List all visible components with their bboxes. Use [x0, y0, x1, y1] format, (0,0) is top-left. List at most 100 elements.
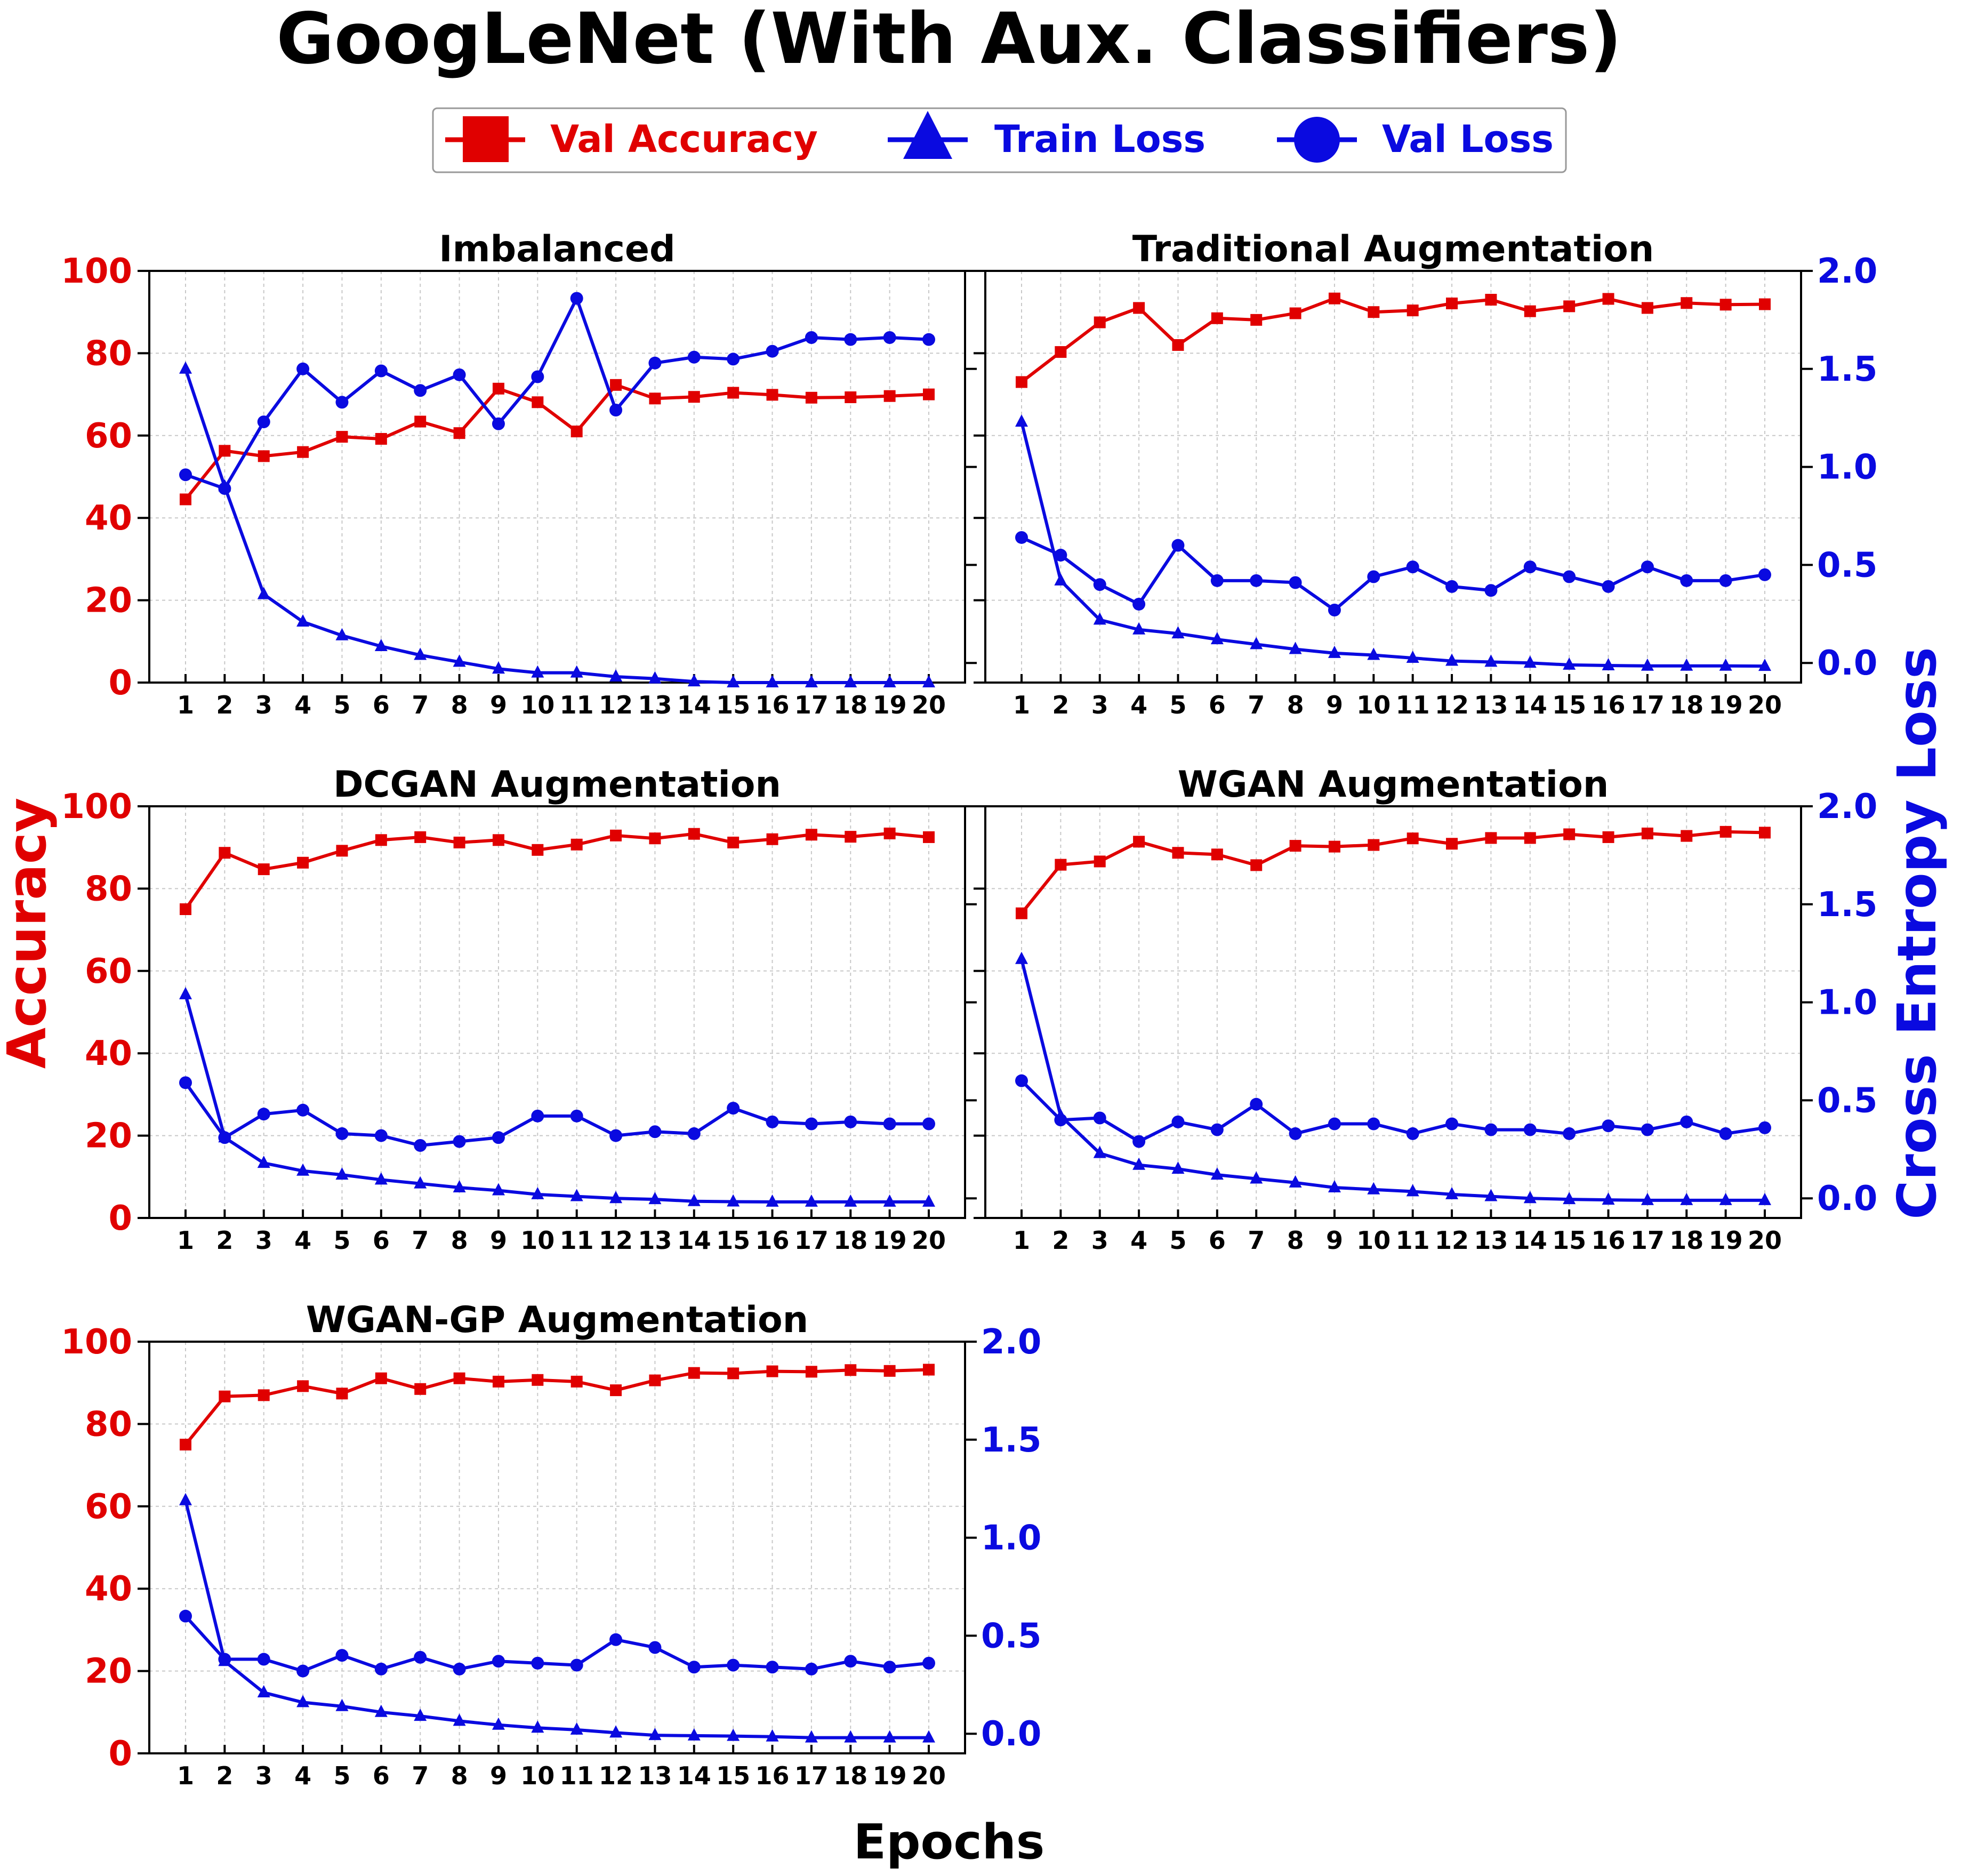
point-val-loss — [883, 1117, 896, 1131]
y-tick-label-right: 2.0 — [1817, 787, 1877, 827]
point-val-loss — [570, 292, 583, 305]
point-val-loss — [257, 1653, 270, 1666]
point-train-loss — [1171, 626, 1185, 639]
series-line-train-loss — [184, 368, 929, 684]
y-tick-label-right: 1.5 — [1817, 350, 1877, 389]
point-train-loss — [1015, 951, 1028, 964]
point-train-loss — [1680, 1192, 1693, 1205]
point-val-loss — [1602, 580, 1615, 593]
x-tick-label: 4 — [1130, 691, 1147, 719]
point-val-loss — [648, 1641, 662, 1654]
x-tick-label: 15 — [1552, 691, 1586, 719]
point-val-loss — [374, 1662, 388, 1675]
point-val-loss — [805, 1662, 818, 1675]
x-tick-label: 13 — [1474, 1226, 1508, 1255]
series-line-train-loss — [184, 1500, 929, 1739]
x-tick-label: 7 — [412, 691, 429, 719]
x-tick-label: 2 — [216, 1226, 233, 1255]
point-val-loss — [179, 468, 192, 482]
point-train-loss — [531, 665, 544, 678]
point-train-loss — [335, 1698, 349, 1711]
x-tick-label: 18 — [833, 1226, 867, 1255]
point-val-accuracy — [923, 388, 935, 400]
point-val-accuracy — [1016, 907, 1027, 919]
point-train-loss — [1602, 1192, 1615, 1205]
point-train-loss — [1406, 651, 1419, 663]
point-val-accuracy — [492, 834, 504, 846]
point-val-accuracy — [453, 1372, 465, 1384]
point-val-accuracy — [883, 1365, 896, 1377]
point-val-accuracy — [1289, 307, 1301, 319]
point-train-loss — [648, 671, 662, 684]
x-tick-label: 4 — [294, 691, 311, 719]
point-val-loss — [179, 1076, 192, 1089]
point-val-accuracy — [727, 836, 740, 848]
x-tick-label: 8 — [1287, 1226, 1304, 1255]
point-val-loss — [1484, 584, 1498, 597]
point-train-loss — [1484, 1189, 1498, 1201]
point-val-loss — [531, 370, 544, 383]
point-val-loss — [414, 384, 427, 397]
y-tick-label-right: 1.5 — [981, 1421, 1041, 1460]
x-tick-label: 10 — [520, 1226, 554, 1255]
x-tick-label: 15 — [716, 1761, 750, 1790]
legend-triangle-marker — [903, 111, 952, 159]
chart-title: GoogLeNet (With Aux. Classifiers) — [276, 0, 1621, 80]
x-tick-label: 17 — [794, 691, 829, 719]
point-val-loss — [374, 364, 388, 378]
point-val-accuracy — [1133, 836, 1145, 848]
y-tick-label-left: 40 — [85, 499, 132, 538]
y-tick-label-right: 2.0 — [981, 1322, 1041, 1362]
series-line-train-loss — [1020, 959, 1765, 1202]
point-train-loss — [883, 1730, 896, 1743]
series-line-val-accuracy — [184, 383, 929, 501]
point-train-loss — [179, 987, 192, 999]
point-val-loss — [1445, 1117, 1459, 1131]
subplot-title: DCGAN Augmentation — [333, 764, 781, 806]
x-tick-label: 6 — [1209, 691, 1226, 719]
x-tick-label: 4 — [294, 1761, 311, 1790]
point-val-accuracy — [492, 382, 504, 395]
y-tick-label-left: 40 — [85, 1569, 132, 1609]
point-train-loss — [609, 669, 623, 682]
y-tick-label-right: 1.0 — [1817, 448, 1877, 487]
point-val-accuracy — [1641, 827, 1653, 839]
point-train-loss — [257, 1685, 270, 1698]
point-val-accuracy — [1407, 304, 1419, 317]
x-tick-label: 3 — [255, 1226, 272, 1255]
y-tick-label-left: 20 — [85, 581, 132, 621]
point-val-loss — [414, 1650, 427, 1664]
plot-frame — [148, 805, 966, 1219]
point-val-loss — [1445, 580, 1459, 593]
x-tick-label: 16 — [1592, 1226, 1626, 1255]
point-val-loss — [1328, 603, 1341, 616]
point-val-accuracy — [414, 1383, 427, 1395]
y-tick-label-right: 0.5 — [1817, 1081, 1877, 1120]
point-val-accuracy — [883, 390, 896, 402]
point-val-loss — [179, 1609, 192, 1623]
point-val-loss — [1563, 570, 1576, 583]
x-tick-label: 9 — [490, 1226, 507, 1255]
point-val-loss — [335, 396, 349, 409]
point-val-loss — [1641, 560, 1654, 574]
x-tick-label: 7 — [412, 1761, 429, 1790]
x-tick-label: 11 — [560, 691, 594, 719]
y-tick-label-left: 0 — [108, 663, 132, 703]
point-val-accuracy — [727, 1367, 740, 1380]
legend-label-val-accuracy: Val Accuracy — [550, 117, 818, 161]
point-val-loss — [687, 1127, 701, 1140]
x-tick-label: 20 — [1748, 691, 1782, 719]
x-tick-label: 14 — [1513, 691, 1547, 719]
point-train-loss — [844, 675, 857, 687]
point-train-loss — [805, 1730, 818, 1743]
plot-frame — [984, 270, 1802, 684]
point-val-loss — [1719, 1127, 1732, 1140]
point-val-loss — [1054, 1113, 1067, 1127]
x-tick-label: 17 — [794, 1226, 829, 1255]
point-val-accuracy — [845, 1364, 857, 1376]
x-tick-label: 17 — [794, 1761, 829, 1790]
x-tick-label: 19 — [1709, 1226, 1743, 1255]
point-val-accuracy — [532, 1374, 544, 1386]
